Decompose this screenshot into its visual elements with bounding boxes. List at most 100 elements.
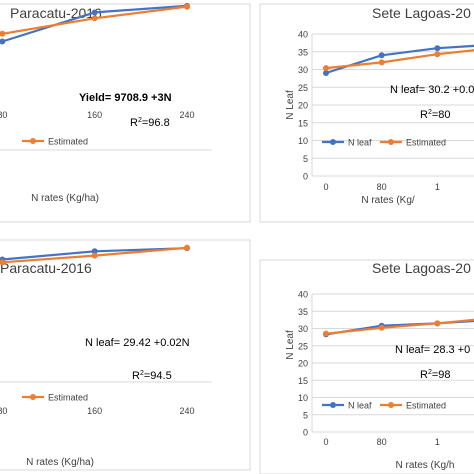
equation-label: N leaf= 29.42 +0.02N <box>85 337 190 349</box>
series-line-2 <box>325 49 474 70</box>
data-point <box>378 59 385 66</box>
r-squared-label: R2=94.5 <box>132 370 172 382</box>
data-point <box>323 70 329 77</box>
data-point <box>91 15 98 22</box>
chart-panel-2: 0 5 10 15 20 25 30 35 40 N Leaf 0 80 1 Sete Lagoas-20… <box>259 3 474 223</box>
x-tick-label: 240 <box>179 406 194 416</box>
y-axis-label: N Leaf <box>285 330 296 360</box>
y-tick-label: 15 <box>298 376 308 386</box>
x-axis-label: N rates (Kg/ha) <box>31 193 99 204</box>
x-tick-label: 80 <box>377 182 387 192</box>
y-axis-label: N Leaf <box>285 90 296 120</box>
legend-label: N leaf <box>348 138 372 148</box>
data-point <box>91 248 98 255</box>
y-tick-label: 25 <box>298 83 308 93</box>
legend-swatch-marker <box>330 139 336 145</box>
y-tick-label: 0 <box>303 172 308 182</box>
r-squared-label: R2=96.8 <box>130 117 170 129</box>
data-point <box>91 252 98 259</box>
data-point <box>378 52 385 59</box>
x-tick-label: 160 <box>87 110 102 120</box>
x-tick-label: 160 <box>87 406 102 416</box>
y-tick-label: 30 <box>298 324 308 334</box>
r-label-base: R <box>130 117 138 129</box>
chart-frame <box>259 259 474 474</box>
data-point <box>184 244 190 251</box>
x-tick-label: 80 <box>0 110 7 120</box>
r-label-value: =98 <box>432 369 451 381</box>
r-label-base: R <box>420 109 428 121</box>
data-point <box>434 45 441 52</box>
r-label-value: =96.8 <box>142 117 170 129</box>
equation-label: N leaf= 28.3 +0 <box>395 344 470 356</box>
data-point <box>323 65 329 72</box>
legend-swatch-marker <box>330 402 336 408</box>
legend-label: Estimated <box>48 393 88 403</box>
y-tick-label: 20 <box>298 359 308 369</box>
y-tick-label: 40 <box>298 30 308 40</box>
chart-title: Paracatu-2016 <box>0 260 92 276</box>
series-line-2 <box>0 246 188 264</box>
chart-frame <box>0 239 251 471</box>
legend-label: Estimated <box>406 138 446 148</box>
r-label-base: R <box>420 369 428 381</box>
legend-swatch-marker <box>30 394 36 400</box>
y-tick-label: 15 <box>298 118 308 128</box>
y-tick-label: 10 <box>298 136 308 146</box>
chart-frame <box>259 3 474 223</box>
y-tick-label: 40 <box>298 290 308 300</box>
x-tick-label: 1 <box>435 182 440 192</box>
x-tick-label: 80 <box>377 437 387 447</box>
r-squared-label: R2=80 <box>420 109 451 121</box>
y-tick-label: 35 <box>298 307 308 317</box>
r-label-superscript: 2 <box>428 109 432 116</box>
legend-swatch-marker <box>388 402 394 408</box>
y-tick-label: 0 <box>303 428 308 438</box>
data-point <box>184 3 190 10</box>
legend-label: Estimated <box>406 401 446 411</box>
r-label-superscript: 2 <box>140 370 144 377</box>
legend-label: N leaf <box>348 401 372 411</box>
y-tick-label: 5 <box>303 410 308 420</box>
data-point <box>378 324 385 331</box>
chart-panel-4: 0 5 10 15 20 25 30 35 40 N Leaf 0 80 1 Sete Lagoas-20… <box>259 259 474 474</box>
x-tick-label: 80 <box>0 406 7 416</box>
data-point <box>0 38 6 45</box>
x-tick-label: 240 <box>179 110 194 120</box>
data-point <box>434 51 441 58</box>
x-tick-label: 0 <box>323 437 328 447</box>
legend-swatch-marker <box>30 138 36 144</box>
r-label-base: R <box>132 370 140 382</box>
data-point <box>323 330 329 337</box>
equation-label: Yield= 9708.9 +3N <box>79 92 172 104</box>
x-tick-label: 0 <box>323 182 328 192</box>
chart-frame <box>0 3 251 223</box>
x-axis-label: N rates (Kg/ <box>361 195 415 206</box>
y-tick-label: 10 <box>298 393 308 403</box>
data-point <box>0 30 6 37</box>
r-label-value: =94.5 <box>144 370 172 382</box>
series-line-1 <box>0 247 188 261</box>
chart-title: Sete Lagoas-20 <box>372 260 471 276</box>
series-line-2 <box>325 318 474 335</box>
y-tick-label: 30 <box>298 65 308 75</box>
data-point <box>91 9 98 16</box>
x-tick-label: 1 <box>435 437 440 447</box>
series-line-2 <box>0 5 188 35</box>
y-tick-label: 25 <box>298 341 308 351</box>
r-label-superscript: 2 <box>428 369 432 376</box>
data-point <box>0 259 6 266</box>
x-axis-label: N rates (Kg/h <box>396 460 455 471</box>
legend-label: Estimated <box>48 137 88 147</box>
equation-label: N leaf= 30.2 +0.0 <box>390 84 474 96</box>
r-label-value: =80 <box>432 109 451 121</box>
r-squared-label: R2=98 <box>420 369 451 381</box>
data-point <box>434 320 441 327</box>
chart-title: Sete Lagoas-20 <box>372 5 471 21</box>
y-tick-label: 20 <box>298 101 308 111</box>
r-label-superscript: 2 <box>138 117 142 124</box>
legend-swatch-marker <box>388 139 394 145</box>
